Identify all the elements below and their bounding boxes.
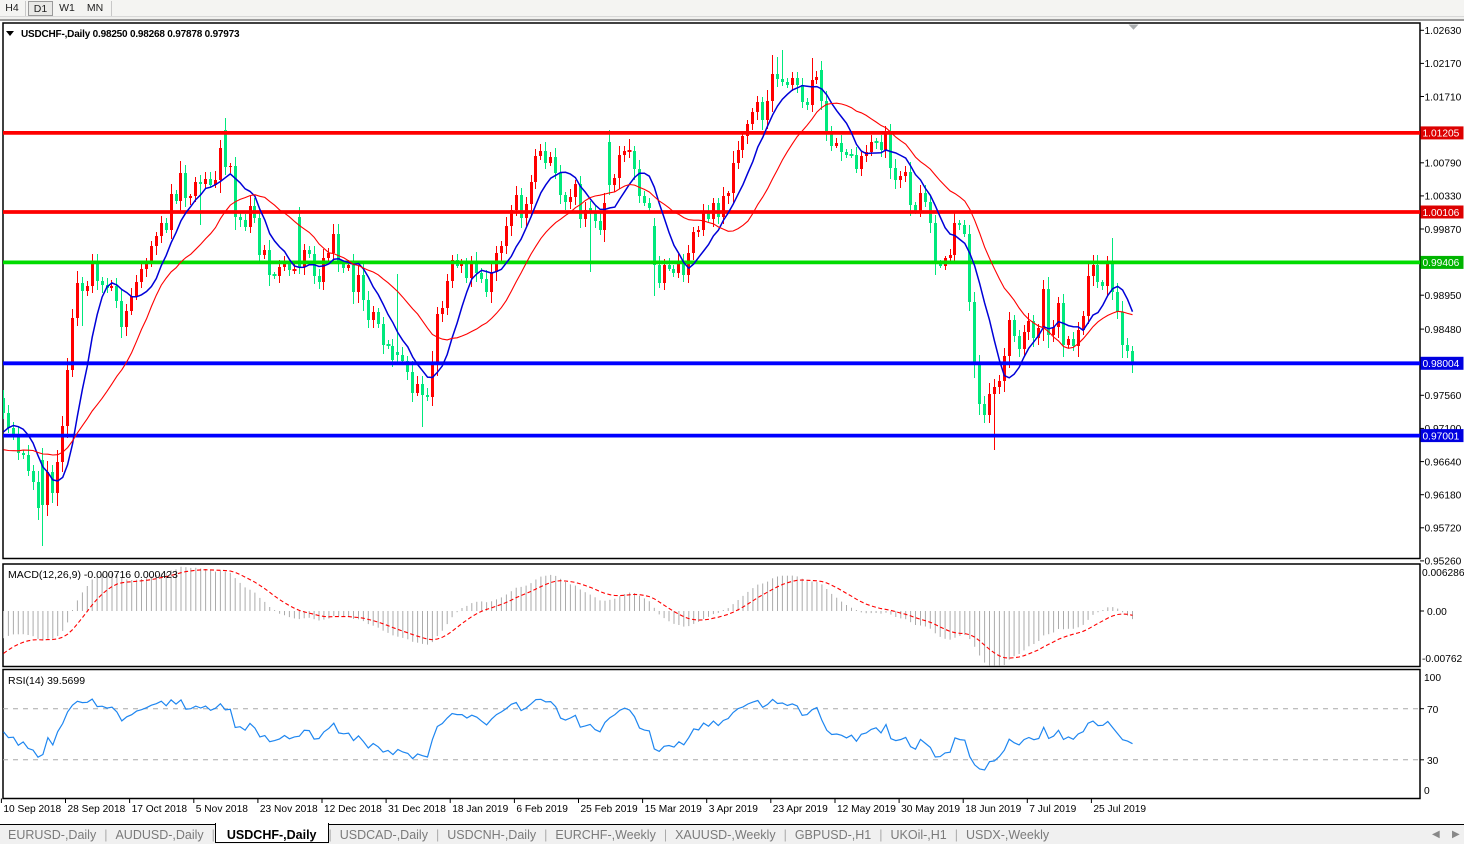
- svg-text:1.02170: 1.02170: [1425, 59, 1462, 70]
- svg-text:100: 100: [1424, 673, 1441, 684]
- svg-text:1.00790: 1.00790: [1425, 159, 1462, 170]
- svg-text:0.96640: 0.96640: [1425, 457, 1462, 468]
- svg-text:15 Mar 2019: 15 Mar 2019: [645, 804, 703, 815]
- svg-text:12 Dec 2018: 12 Dec 2018: [324, 804, 382, 815]
- svg-text:17 Oct 2018: 17 Oct 2018: [132, 804, 188, 815]
- svg-text:0.98004: 0.98004: [1423, 359, 1460, 370]
- svg-text:7 Jul 2019: 7 Jul 2019: [1029, 804, 1076, 815]
- svg-text:25 Feb 2019: 25 Feb 2019: [581, 804, 639, 815]
- svg-text:23 Apr 2019: 23 Apr 2019: [773, 804, 828, 815]
- svg-text:0.006286: 0.006286: [1422, 568, 1464, 579]
- svg-text:0.97001: 0.97001: [1423, 431, 1460, 442]
- svg-text:0.98950: 0.98950: [1425, 291, 1462, 302]
- svg-text:3 Apr 2019: 3 Apr 2019: [709, 804, 759, 815]
- svg-text:6 Feb 2019: 6 Feb 2019: [516, 804, 568, 815]
- svg-text:RSI(14) 39.5699: RSI(14) 39.5699: [8, 675, 85, 687]
- svg-text:12 May 2019: 12 May 2019: [837, 804, 896, 815]
- svg-text:1.01205: 1.01205: [1423, 129, 1460, 140]
- svg-text:MACD(12,26,9) -0.000716 0.0004: MACD(12,26,9) -0.000716 0.000423: [8, 569, 178, 581]
- svg-text:30: 30: [1427, 756, 1439, 767]
- svg-text:0.99870: 0.99870: [1425, 225, 1462, 236]
- svg-text:1.02630: 1.02630: [1425, 26, 1462, 37]
- svg-text:18 Jan 2019: 18 Jan 2019: [452, 804, 508, 815]
- svg-text:0.99406: 0.99406: [1423, 258, 1460, 269]
- svg-text:1.00330: 1.00330: [1425, 192, 1462, 203]
- svg-text:0.95720: 0.95720: [1425, 524, 1462, 535]
- svg-text:1.00106: 1.00106: [1423, 208, 1460, 219]
- svg-text:31 Dec 2018: 31 Dec 2018: [388, 804, 446, 815]
- svg-text:-0.00762: -0.00762: [1422, 654, 1463, 665]
- svg-text:25 Jul 2019: 25 Jul 2019: [1093, 804, 1146, 815]
- svg-text:70: 70: [1427, 705, 1439, 716]
- svg-text:1.01710: 1.01710: [1425, 92, 1462, 103]
- svg-text:23 Nov 2018: 23 Nov 2018: [260, 804, 318, 815]
- svg-text:5 Nov 2018: 5 Nov 2018: [196, 804, 248, 815]
- svg-text:USDCHF-,Daily 0.98250 0.98268: USDCHF-,Daily 0.98250 0.98268 0.97878 0.…: [21, 29, 240, 40]
- svg-text:0.97560: 0.97560: [1425, 391, 1462, 402]
- svg-text:18 Jun 2019: 18 Jun 2019: [965, 804, 1021, 815]
- svg-text:0.98480: 0.98480: [1425, 325, 1462, 336]
- svg-text:0.00: 0.00: [1427, 607, 1447, 618]
- svg-text:0.95260: 0.95260: [1425, 557, 1462, 568]
- svg-text:10 Sep 2018: 10 Sep 2018: [3, 804, 61, 815]
- svg-text:0.96180: 0.96180: [1425, 491, 1462, 502]
- svg-text:30 May 2019: 30 May 2019: [901, 804, 960, 815]
- svg-text:28 Sep 2018: 28 Sep 2018: [68, 804, 126, 815]
- svg-text:0: 0: [1424, 786, 1430, 797]
